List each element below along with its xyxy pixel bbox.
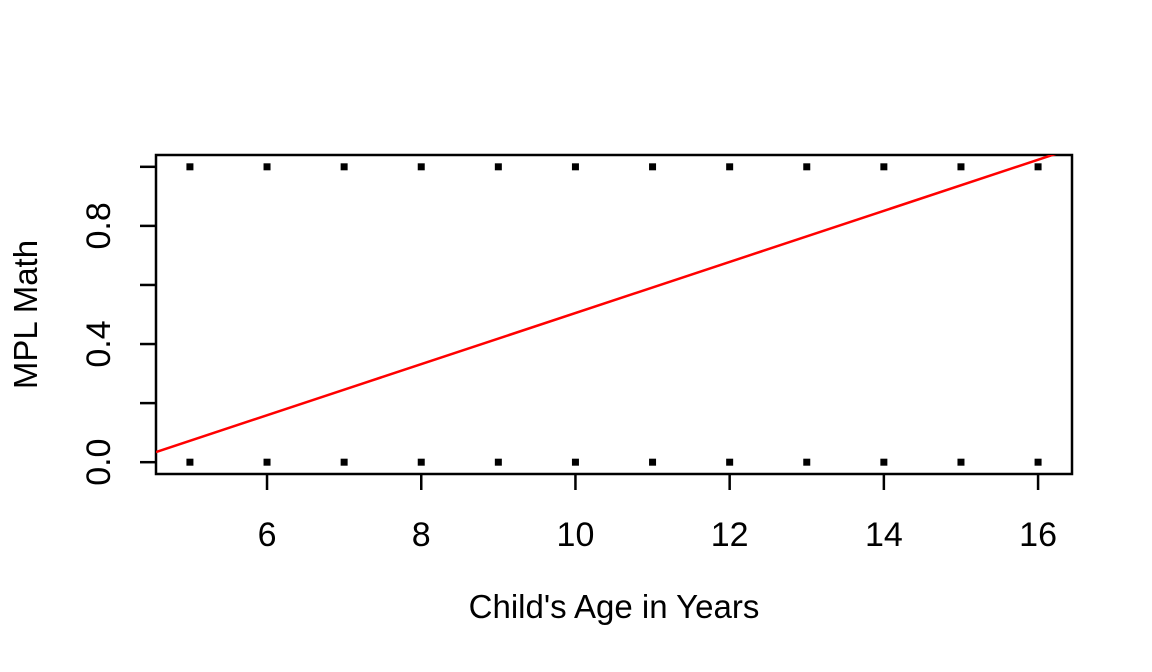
y-tick-label: 0.8 xyxy=(80,202,118,249)
data-point xyxy=(726,163,734,171)
data-point xyxy=(340,458,348,466)
data-point xyxy=(1034,458,1042,466)
data-point xyxy=(957,163,965,171)
data-point xyxy=(417,163,425,171)
data-point xyxy=(803,458,811,466)
y-axis-title: MPL Math xyxy=(7,240,44,389)
x-tick-label: 6 xyxy=(258,516,277,554)
data-point xyxy=(571,163,579,171)
data-point xyxy=(263,163,271,171)
x-tick-label: 8 xyxy=(412,516,431,554)
data-point xyxy=(649,458,657,466)
data-point xyxy=(263,458,271,466)
data-point xyxy=(880,458,888,466)
data-point xyxy=(571,458,579,466)
plot-frame xyxy=(154,153,1074,476)
data-point xyxy=(186,163,194,171)
data-point xyxy=(726,458,734,466)
data-point xyxy=(186,458,194,466)
y-tick-label: 0.0 xyxy=(80,439,118,486)
data-point xyxy=(1034,163,1042,171)
x-tick-label: 12 xyxy=(711,516,749,554)
data-point xyxy=(340,163,348,171)
data-point xyxy=(880,163,888,171)
x-tick-label: 16 xyxy=(1019,516,1057,554)
data-point xyxy=(494,163,502,171)
data-point xyxy=(417,458,425,466)
x-axis-title: Child's Age in Years xyxy=(469,588,760,625)
data-point xyxy=(494,458,502,466)
x-tick-label: 14 xyxy=(865,516,903,554)
data-point xyxy=(803,163,811,171)
x-tick-label: 10 xyxy=(557,516,595,554)
data-point xyxy=(649,163,657,171)
chart-content: 6 8 10 12 14 16 0.0 0.4 0.8 xyxy=(80,155,1057,554)
data-point xyxy=(957,458,965,466)
fit-line xyxy=(156,155,1057,454)
y-tick-label: 0.4 xyxy=(80,320,118,367)
